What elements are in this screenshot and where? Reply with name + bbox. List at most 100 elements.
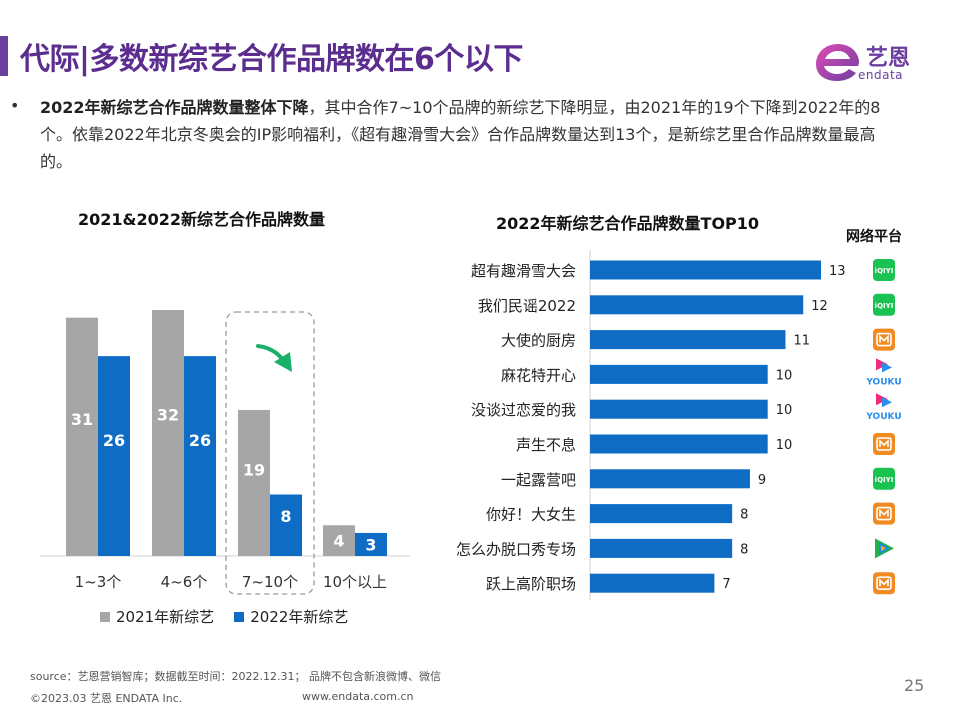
logo-en-text: endata [858,68,904,82]
data-label-2022-0: 26 [103,431,125,450]
hbar-value-3: 10 [776,368,793,383]
x-tick-label-0: 1~3个 [75,573,122,591]
hbar-category-9: 跃上高阶职场 [486,575,576,593]
hbar-value-5: 10 [776,438,793,453]
youku-logo-icon-3: YOUKU [865,358,902,387]
tencent-play-inner [881,545,886,552]
title-accent-bar [0,36,8,76]
hbar-2 [590,330,786,350]
platform-column-title: 网络平台 [846,229,902,245]
iqiyi-tile [873,467,895,490]
hbar-value-1: 12 [811,299,828,314]
tencent-logo-icon-8 [875,538,894,559]
hbar-category-6: 一起露营吧 [501,471,576,489]
youku-text: YOUKU [865,377,901,387]
data-label-2022-3: 3 [365,535,376,554]
data-label-2021-2: 19 [243,461,265,480]
footer-copyright: ©2023.03 艺恩 ENDATA Inc. [30,692,183,705]
data-label-2021-3: 4 [333,532,344,551]
mgtv-m [879,508,889,517]
bar-2021-0 [66,317,98,556]
data-label-2022-2: 8 [280,507,291,526]
mgtv-logo-icon-7 [873,502,895,525]
hbar-category-3: 麻花特开心 [501,366,576,384]
mgtv-logo-icon-2 [873,328,895,351]
iqiyi-text: iQIYI [875,302,894,310]
hbar-value-4: 10 [776,403,793,418]
hbar-5 [590,434,768,454]
mgtv-screen [876,576,892,591]
mgtv-logo-icon-9 [873,572,895,595]
hbar-value-6: 9 [758,473,766,488]
hbar-value-7: 8 [740,508,748,523]
hbar-value-0: 13 [829,264,846,279]
summary-bold: 2022年新综艺合作品牌数量整体下降 [40,98,309,117]
x-tick-label-2: 7~10个 [242,573,298,591]
mgtv-m [879,334,889,343]
logo-cn-text: 艺恩 [866,46,911,71]
trend-down-arrow-icon [256,344,292,372]
hbar-1 [590,295,804,315]
left-chart-legend: 2021年新综艺 2022年新综艺 [100,606,348,627]
data-label-2021-0: 31 [71,410,93,429]
x-tick-label-1: 4~6个 [161,573,208,591]
page-number: 25 [904,676,925,695]
hbar-8 [590,538,733,558]
footer-source: source：艺恩营销智库；数据截至时间：2022.12.31； 品牌不包含新浪… [30,670,442,683]
hbar-category-7: 你好！大女生 [486,506,576,524]
logo-mark-icon [816,44,859,81]
iqiyi-logo-icon-6: iQIYI [873,467,895,490]
summary-paragraph: 2022年新综艺合作品牌数量整体下降，其中合作7~10个品牌的新综艺下降明显，由… [40,94,900,175]
iqiyi-tile [873,293,895,316]
youku-logo-icon-4: YOUKU [865,393,902,422]
hbar-category-1: 我们民谣2022 [478,297,576,315]
hbar-7 [590,504,733,524]
iqiyi-text: iQIYI [875,476,894,484]
hbar-category-4: 没谈过恋爱的我 [471,401,576,419]
youku-play-bottom [882,397,892,408]
hbar-3 [590,364,768,384]
bar-2022-1 [184,356,216,556]
mgtv-screen [876,506,892,521]
iqiyi-tile [873,259,895,281]
summary-rest: ，其中合作7~10个品牌的新综艺下降明显，由2021年的19个下降到2022年的… [40,98,881,171]
youku-play-bottom [882,362,892,373]
hbar-value-2: 11 [793,334,810,349]
legend-swatch-2022 [234,611,245,622]
hbar-value-9: 7 [722,577,730,592]
legend-label-2021: 2021年新综艺 [116,608,215,626]
legend-label-2022: 2022年新综艺 [250,608,349,626]
iqiyi-text: iQIYI [875,267,894,275]
bullet-marker: • [10,96,20,115]
left-chart-title: 2021&2022新综艺合作品牌数量 [78,210,326,229]
legend-swatch-2021 [100,611,110,622]
bar-2022-3 [355,532,387,556]
footer-url[interactable]: www.endata.com.cn [302,690,414,703]
mgtv-m [879,578,889,587]
hbar-6 [590,469,750,489]
iqiyi-logo-icon-0: iQIYI [873,259,895,281]
mgtv-m [879,439,889,447]
bar-2021-3 [323,525,355,556]
hbar-category-5: 声生不息 [516,436,576,454]
data-label-2021-1: 32 [157,406,179,425]
hbar-4 [590,399,768,419]
arrow-head [274,352,292,372]
hbar-category-0: 超有趣滑雪大会 [471,262,576,280]
bar-2021-1 [152,310,184,556]
x-tick-label-3: 10个以上 [323,573,387,591]
mgtv-screen [876,437,892,451]
hbar-9 [590,573,715,593]
bar-2021-2 [238,409,270,556]
data-label-2022-1: 26 [189,431,211,450]
hbar-category-8: 怎么办脱口秀专场 [456,540,576,558]
mgtv-logo-icon-5 [873,433,895,455]
endata-logo: 艺恩 endata [812,40,932,84]
right-chart-title: 2022年新综艺合作品牌数量TOP10 [496,214,760,233]
mgtv-screen [876,332,892,347]
youku-text: YOUKU [865,412,901,422]
hbar-0 [590,260,821,280]
bar-2022-2 [270,494,302,556]
hbar-value-8: 8 [740,542,748,557]
